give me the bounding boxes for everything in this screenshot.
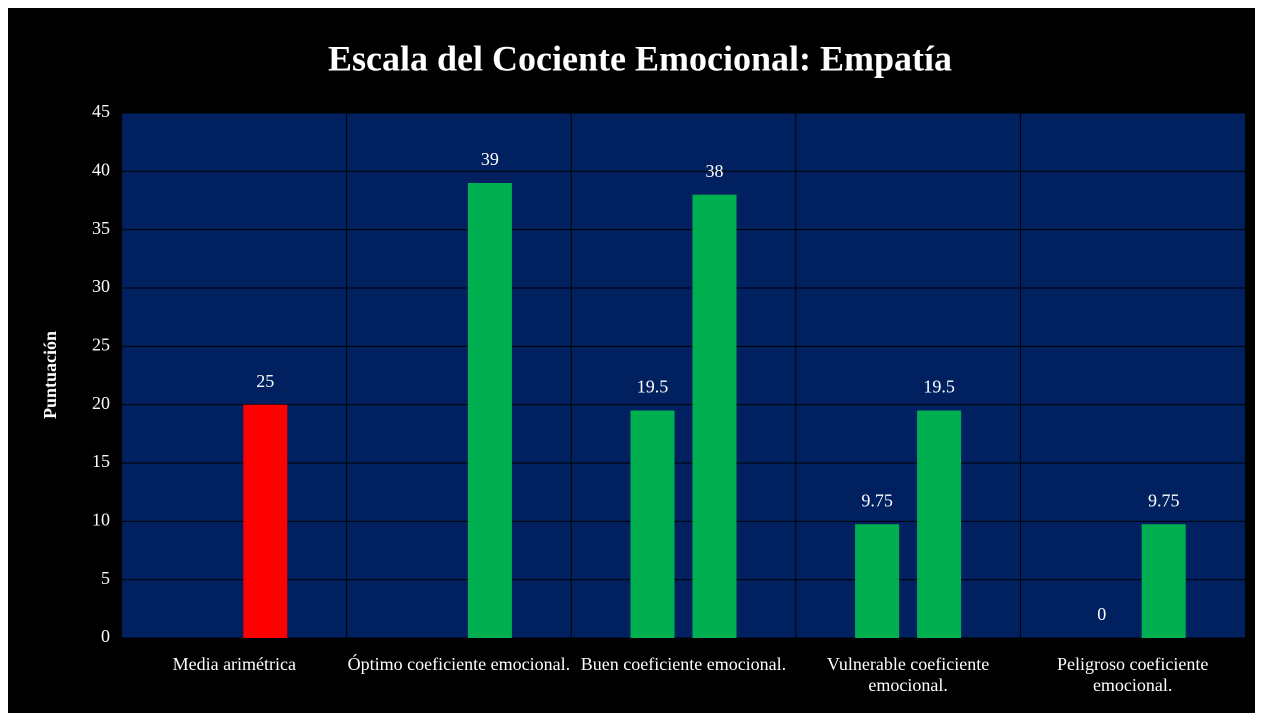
y-tick-label: 40 (92, 159, 110, 179)
bar (630, 410, 675, 638)
y-tick-label: 10 (92, 509, 110, 529)
x-tick-label: Media arimétrica (172, 654, 297, 674)
x-tick-label: Buen coeficiente emocional. (580, 654, 787, 674)
y-tick-label: 0 (101, 626, 110, 646)
data-label: 0 (1097, 604, 1106, 624)
data-label: 19.5 (923, 377, 955, 397)
bar (692, 194, 737, 638)
data-label: 38 (706, 161, 724, 181)
bar (467, 183, 512, 638)
y-tick-label: 45 (92, 101, 110, 121)
y-axis-label: Puntuación (40, 331, 60, 419)
x-tick-label: Vulnerable coeficiente emocional. (826, 654, 990, 695)
bar (1141, 524, 1186, 638)
data-label: 9.75 (1148, 490, 1180, 510)
x-tick-label: Peligroso coeficiente emocional. (1056, 654, 1209, 695)
y-tick-label: 15 (92, 451, 110, 471)
y-tick-label: 25 (92, 334, 110, 354)
bar (243, 404, 288, 638)
y-tick-label: 20 (92, 393, 110, 413)
chart-title: Escala del Cociente Emocional: Empatía (328, 38, 952, 78)
y-tick-label: 5 (101, 568, 110, 588)
data-label: 39 (481, 149, 499, 169)
bar (855, 524, 900, 638)
data-label: 19.5 (637, 377, 669, 397)
y-tick-label: 30 (92, 276, 110, 296)
bar (917, 410, 962, 638)
y-tick-label: 35 (92, 218, 110, 238)
data-label: 25 (256, 371, 274, 391)
x-tick-label: Óptimo coeficiente emocional. (347, 654, 571, 674)
data-label: 9.75 (861, 490, 893, 510)
plot-area (122, 113, 1245, 638)
